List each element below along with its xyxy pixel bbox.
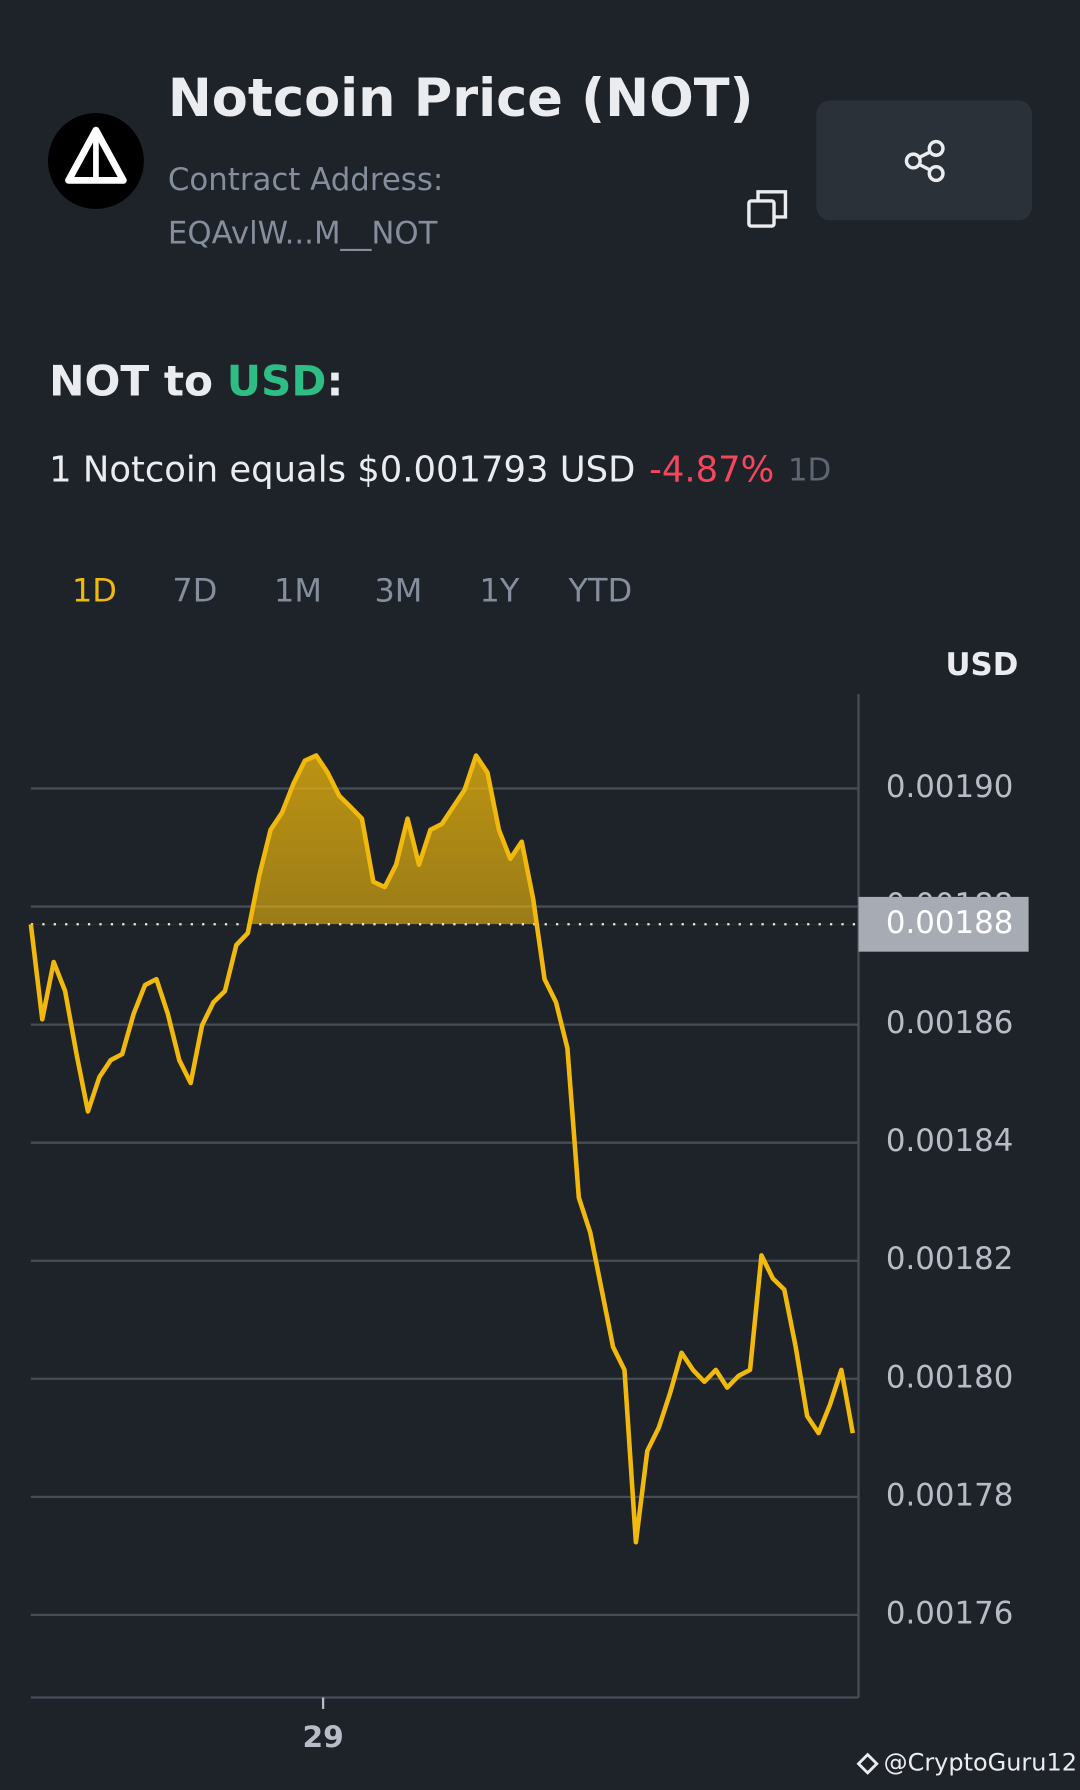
conversion-heading: NOT to USD: — [49, 356, 343, 405]
watermark: @CryptoGuru12 — [856, 1749, 1077, 1777]
coin-logo — [47, 113, 144, 209]
heading-colon: : — [326, 356, 343, 405]
price-chart: USD 0.00190 0.00188 0.00186 0.00184 0.00182 0.… — [28, 647, 1029, 1754]
heading-base: NOT to — [49, 356, 213, 405]
y-tick-label: 0.00178 — [886, 1477, 1013, 1513]
watermark-text: @CryptoGuru12 — [884, 1749, 1077, 1777]
baseline-area — [249, 755, 537, 925]
y-tick-label: 0.00184 — [886, 1123, 1013, 1159]
range-tab[interactable]: 7D — [172, 571, 217, 609]
range-tabs: 1D 7D 1M 3M 1Y YTD — [72, 571, 632, 609]
current-price-label: 0.00188 — [886, 905, 1013, 941]
y-tick-label: 0.00180 — [886, 1359, 1013, 1395]
y-tick-label: 0.00186 — [886, 1005, 1013, 1041]
share-button[interactable] — [816, 100, 1033, 221]
change-period: 1D — [788, 452, 831, 488]
copy-icon[interactable] — [747, 190, 788, 228]
range-tab[interactable]: YTD — [568, 571, 633, 609]
price-line — [28, 753, 856, 1545]
y-tick-label: 0.00182 — [886, 1241, 1013, 1277]
contract-address: EQAvlW...M__NOT — [168, 216, 438, 252]
range-tab[interactable]: 1D — [72, 571, 117, 609]
range-tab[interactable]: 1M — [274, 571, 322, 609]
contract-label: Contract Address: — [168, 162, 443, 198]
statement: 1 Notcoin equals $0.001793 USD — [49, 449, 635, 490]
change: -4.87% — [649, 449, 774, 490]
title: Notcoin Price (NOT) — [168, 68, 754, 129]
conversion-statement: 1 Notcoin equals $0.001793 USD -4.87% 1D — [49, 449, 831, 490]
y-tick-label: 0.00176 — [886, 1595, 1013, 1631]
range-tab[interactable]: 3M — [374, 571, 422, 609]
x-tick-label: 29 — [302, 1719, 343, 1754]
heading-quote: USD — [227, 356, 327, 405]
range-tab[interactable]: 1Y — [479, 571, 519, 609]
current-price-box — [858, 896, 1029, 952]
y-unit: USD — [946, 647, 1019, 683]
y-tick-label: 0.00190 — [886, 769, 1013, 805]
